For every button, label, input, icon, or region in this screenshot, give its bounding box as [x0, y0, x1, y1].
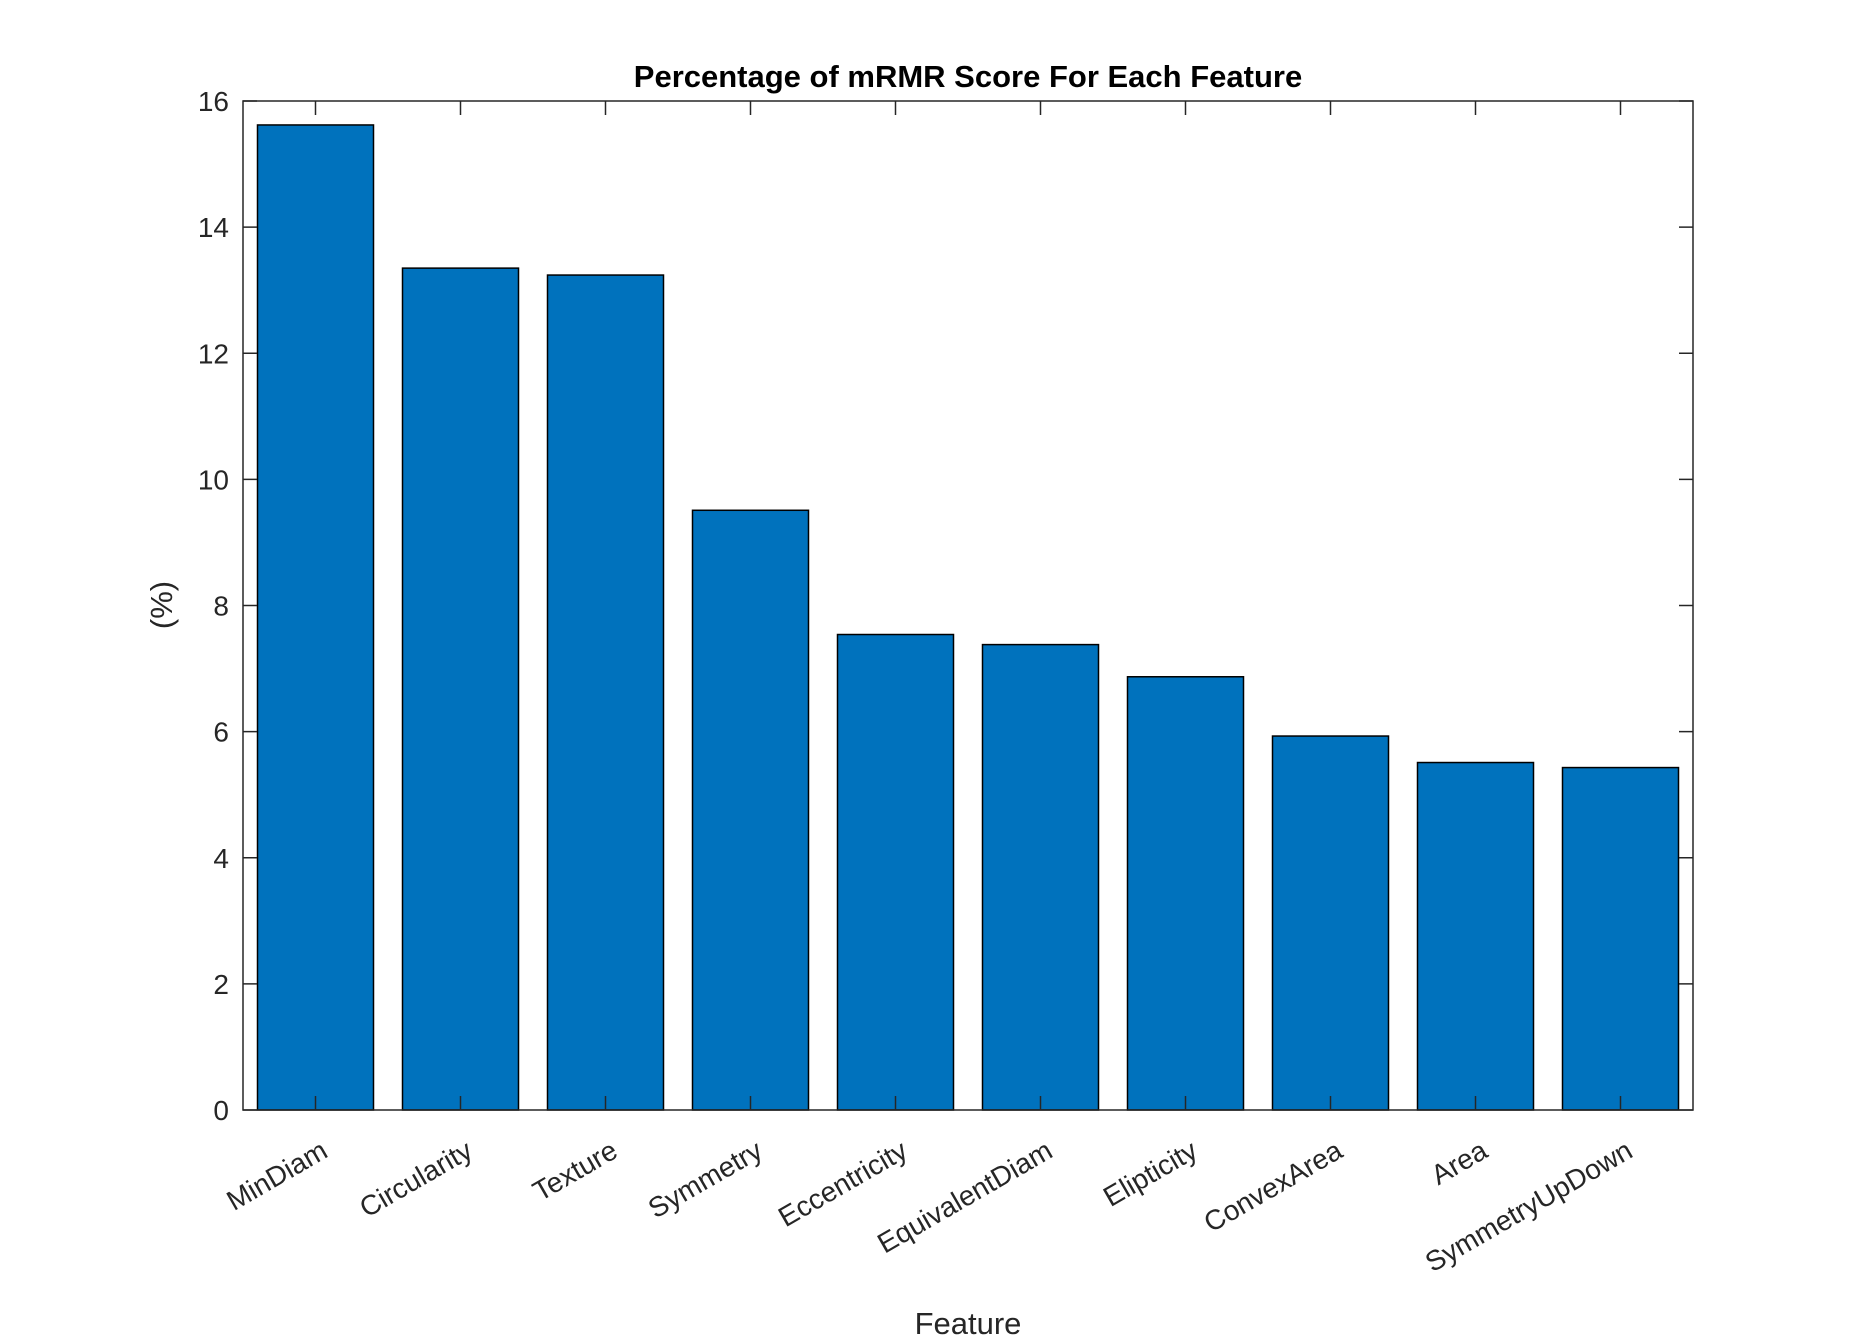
bar-area	[1416, 761, 1535, 1111]
bar-convexarea	[1271, 735, 1390, 1111]
x-tick-label-eccentricity: Eccentricity	[773, 1134, 912, 1232]
bars-group	[256, 124, 1680, 1111]
x-tick-label-convexarea: ConvexArea	[1199, 1134, 1348, 1238]
x-tick-label-elipticity: Elipticity	[1098, 1134, 1202, 1212]
y-tick-label: 4	[213, 843, 229, 874]
bar-symmetry	[691, 509, 810, 1111]
y-axis-label: (%)	[144, 581, 179, 629]
bar-equivalentdiam	[981, 643, 1100, 1111]
x-tick-label-area: Area	[1426, 1134, 1493, 1191]
y-tick-label: 10	[198, 464, 229, 495]
x-tick-label-circularity: Circularity	[354, 1134, 477, 1223]
bar-symmetryupdown	[1561, 766, 1680, 1111]
bar-eccentricity	[836, 633, 955, 1111]
y-tick-label: 2	[213, 969, 229, 1000]
y-ticks-group: 0 2 4 6 8 10 12 14 16	[198, 86, 1693, 1126]
bar-mindiam	[256, 124, 375, 1111]
x-axis-label: Feature	[915, 1306, 1022, 1336]
bar-circularity	[401, 267, 520, 1111]
y-tick-label: 6	[213, 717, 229, 748]
bar-texture	[546, 274, 665, 1111]
y-tick-label: 12	[198, 338, 229, 369]
y-tick-label: 16	[198, 86, 229, 117]
chart-title: Percentage of mRMR Score For Each Featur…	[634, 59, 1302, 94]
x-tick-label-symmetry: Symmetry	[643, 1134, 768, 1224]
x-tick-label-mindiam: MinDiam	[221, 1134, 332, 1216]
x-tick-label-texture: Texture	[527, 1134, 622, 1207]
y-tick-label: 0	[213, 1095, 229, 1126]
bar-elipticity	[1126, 676, 1245, 1111]
y-tick-label: 14	[198, 212, 229, 243]
y-tick-label: 8	[213, 591, 229, 622]
